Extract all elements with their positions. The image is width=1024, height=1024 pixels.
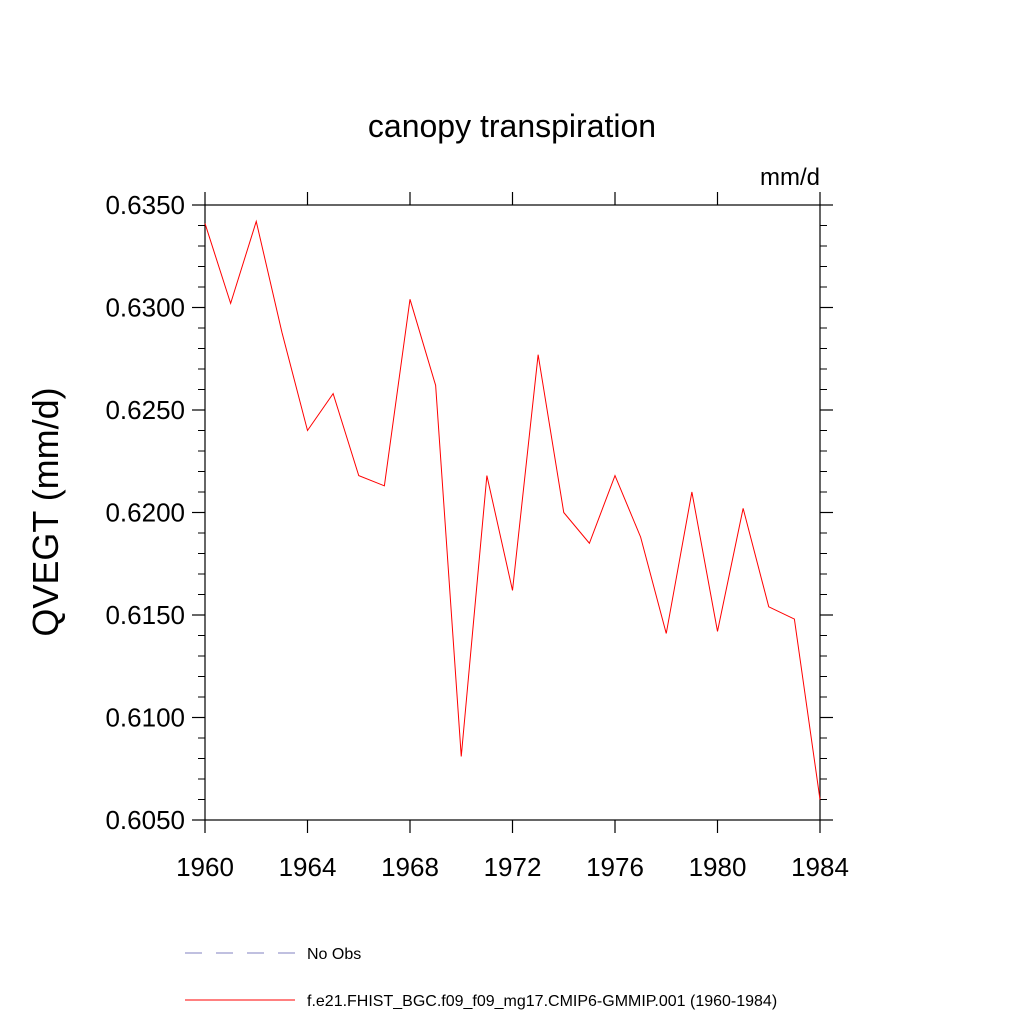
legend: No Obs f.e21.FHIST_BGC.f09_f09_mg17.CMIP6…: [185, 946, 777, 1010]
x-tick-label: 1984: [791, 852, 849, 882]
plot-frame: [204, 204, 821, 821]
y-tick-label: 0.6100: [105, 703, 185, 733]
y-tick-label: 0.6050: [105, 805, 185, 835]
x-tick-label: 1964: [279, 852, 337, 882]
x-tick-label: 1980: [689, 852, 747, 882]
y-tick-labels: 0.6050 0.6100 0.6150 0.6200 0.6250 0.6300 0.63…: [105, 190, 185, 835]
axis-ticks: [192, 192, 833, 833]
series-group: [204, 219, 821, 800]
y-tick-label: 0.6300: [105, 293, 185, 323]
y-tick-label: 0.6150: [105, 600, 185, 630]
legend-label: No Obs: [307, 946, 361, 963]
units-label: mm/d: [760, 164, 820, 191]
x-tick-label: 1976: [586, 852, 644, 882]
legend-label: f.e21.FHIST_BGC.f09_f09_mg17.CMIP6-GMMIP…: [307, 993, 777, 1010]
y-axis-label: QVEGT (mm/d): [25, 387, 66, 636]
x-tick-labels: 1960 1964 1968 1972 1976 1980 1984: [176, 852, 849, 882]
x-tick-label: 1968: [381, 852, 439, 882]
y-tick-label: 0.6350: [105, 190, 185, 220]
y-tick-label: 0.6250: [105, 395, 185, 425]
series-line: [204, 219, 821, 800]
x-tick-label: 1972: [484, 852, 542, 882]
chart-title: canopy transpiration: [368, 108, 656, 144]
y-tick-label: 0.6200: [105, 498, 185, 528]
x-tick-label: 1960: [176, 852, 234, 882]
